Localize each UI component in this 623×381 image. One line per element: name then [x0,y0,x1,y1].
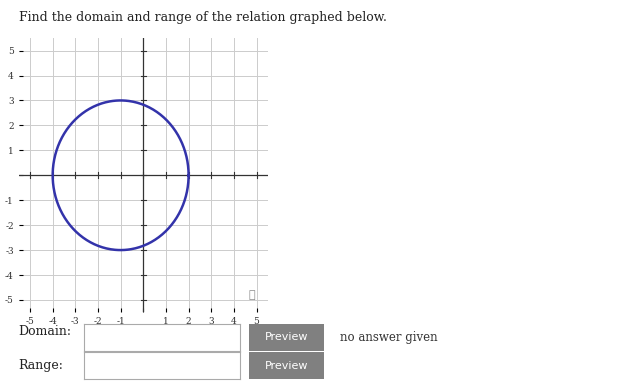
Text: no answer given: no answer given [340,331,437,344]
Text: Find the domain and range of the relation graphed below.: Find the domain and range of the relatio… [19,11,386,24]
Text: Range:: Range: [19,359,64,372]
Text: Domain:: Domain: [19,325,72,338]
Text: 🔍: 🔍 [249,290,255,300]
Text: Preview: Preview [265,332,308,342]
Text: Preview: Preview [265,361,308,371]
